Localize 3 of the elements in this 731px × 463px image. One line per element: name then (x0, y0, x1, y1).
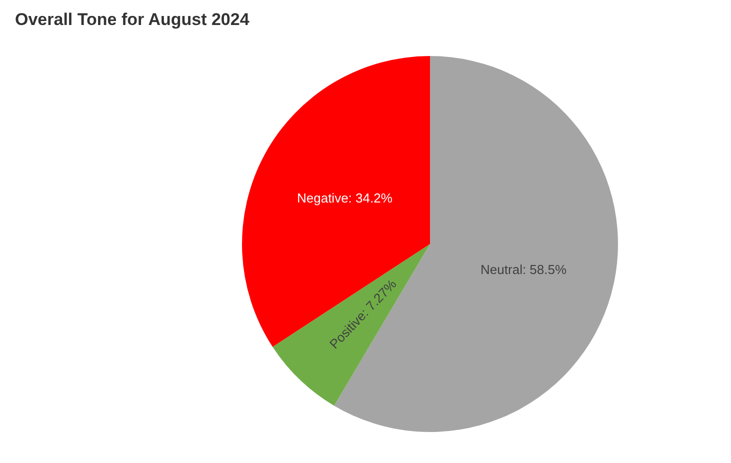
slice-label: Negative: 34.2% (296, 190, 393, 206)
chart-title: Overall Tone for August 2024 (15, 10, 250, 29)
slice-label: Neutral: 58.5% (480, 262, 567, 278)
